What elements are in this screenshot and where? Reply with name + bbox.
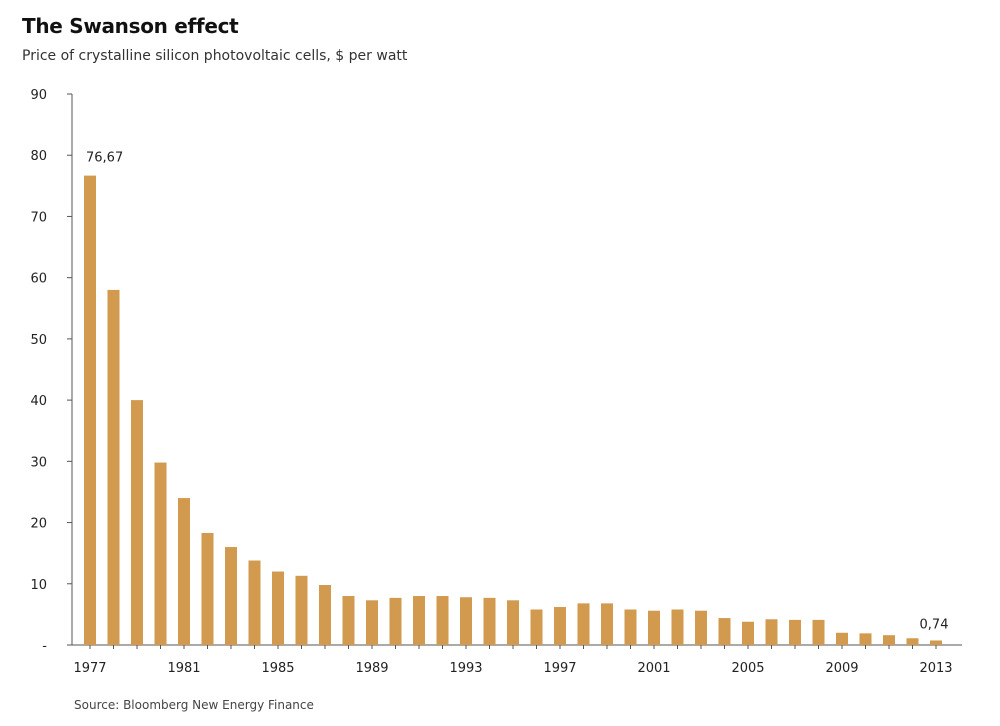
bar-2012 — [906, 638, 919, 645]
bar-2008 — [812, 619, 825, 645]
bar-1994 — [483, 597, 496, 645]
y-tick-label: 80 — [30, 149, 47, 164]
bar-2003 — [695, 610, 707, 645]
y-tick-label: 40 — [30, 394, 47, 409]
bar-2007 — [789, 619, 801, 645]
y-tick-label: 10 — [30, 578, 47, 593]
bar-2001 — [648, 610, 660, 645]
bar-1998 — [577, 603, 590, 645]
x-tick-label: 2005 — [731, 661, 764, 676]
bar-2002 — [671, 609, 684, 645]
bar-1990 — [389, 597, 402, 645]
bar-1979 — [131, 400, 143, 645]
bar-1992 — [436, 596, 449, 645]
bar-2013 — [930, 640, 942, 645]
x-tick-label: 1997 — [543, 661, 576, 676]
bar-1985 — [272, 571, 284, 645]
bar-1987 — [319, 585, 331, 645]
bar-2004 — [718, 618, 731, 645]
bar-1978 — [107, 289, 120, 645]
bar-1984 — [248, 560, 261, 645]
bar-2006 — [765, 619, 778, 645]
x-tick-label: 1981 — [167, 661, 200, 676]
y-tick-label: 20 — [30, 517, 47, 532]
y-tick-label: 50 — [30, 333, 47, 348]
chart-title: The Swanson effect — [22, 14, 239, 38]
x-tick-label: 1993 — [449, 661, 482, 676]
source-note: Source: Bloomberg New Energy Finance — [74, 698, 314, 712]
bar-2009 — [836, 632, 848, 645]
bar-2000 — [624, 609, 637, 645]
bar-1977 — [84, 175, 96, 645]
bar-1983 — [225, 547, 237, 645]
bar-1999 — [601, 603, 613, 645]
bar-1981 — [178, 498, 190, 645]
bar-1993 — [460, 597, 472, 645]
x-tick-label: 1977 — [73, 661, 106, 676]
y-tick-label: 90 — [30, 88, 47, 103]
bar-1986 — [295, 575, 308, 645]
data-label: 76,67 — [86, 151, 123, 166]
data-label: 0,74 — [920, 617, 949, 632]
bar-1982 — [201, 532, 214, 645]
y-tick-label: 60 — [30, 272, 47, 287]
x-tick-label: 1989 — [355, 661, 388, 676]
x-tick-label: 2013 — [919, 661, 952, 676]
bar-1980 — [154, 462, 167, 645]
bar-1996 — [530, 609, 543, 645]
y-tick-label: - — [42, 639, 47, 654]
bar-2010 — [859, 633, 872, 645]
bar-2005 — [742, 621, 754, 645]
bar-1995 — [507, 600, 519, 645]
chart-subtitle: Price of crystalline silicon photovoltai… — [22, 48, 408, 64]
bar-2011 — [883, 635, 895, 645]
y-tick-label: 70 — [30, 210, 47, 225]
x-tick-label: 2009 — [825, 661, 858, 676]
bar-1997 — [554, 607, 566, 645]
bar-1991 — [413, 596, 425, 645]
bar-1988 — [342, 596, 355, 645]
y-tick-label: 30 — [30, 455, 47, 470]
x-tick-label: 2001 — [637, 661, 670, 676]
bar-1989 — [366, 600, 378, 645]
x-tick-label: 1985 — [261, 661, 294, 676]
